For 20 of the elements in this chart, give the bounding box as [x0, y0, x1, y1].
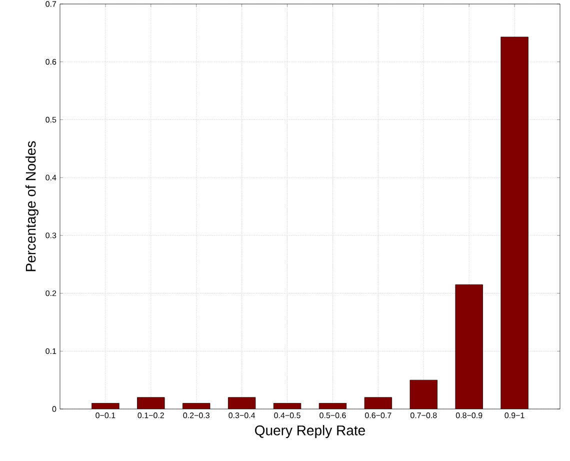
x-tick-label: 0.1−0.2: [138, 412, 164, 418]
x-tick-label: 0.3−0.4: [228, 412, 256, 418]
y-axis-title: Percentage of Nodes: [25, 141, 38, 272]
x-tick-label: 0.9−1: [504, 412, 524, 418]
y-tick-label: 0.3: [46, 232, 56, 238]
x-tick-label: 0.4−0.5: [274, 412, 300, 418]
x-tick-label: 0.2−0.3: [183, 412, 210, 418]
x-tick-label: 0.7−0.8: [410, 412, 437, 418]
x-tick-label: 0.8−0.9: [456, 412, 482, 418]
y-tick-label: 0.4: [46, 174, 56, 180]
y-tick-label: 0.6: [46, 59, 56, 65]
y-tick-label: 0.7: [46, 1, 56, 7]
y-tick-label: 0.5: [46, 116, 56, 123]
x-tick-label: 0.6−0.7: [365, 412, 392, 418]
x-tick-label: 0−0.1: [96, 412, 116, 418]
y-tick-label: 0.2: [46, 290, 56, 296]
x-axis-title: Query Reply Rate: [255, 425, 365, 438]
y-tick-label: 0.1: [46, 348, 56, 354]
x-tick-label: 0.5−0.6: [320, 412, 346, 418]
y-tick-label: 0: [52, 406, 56, 412]
